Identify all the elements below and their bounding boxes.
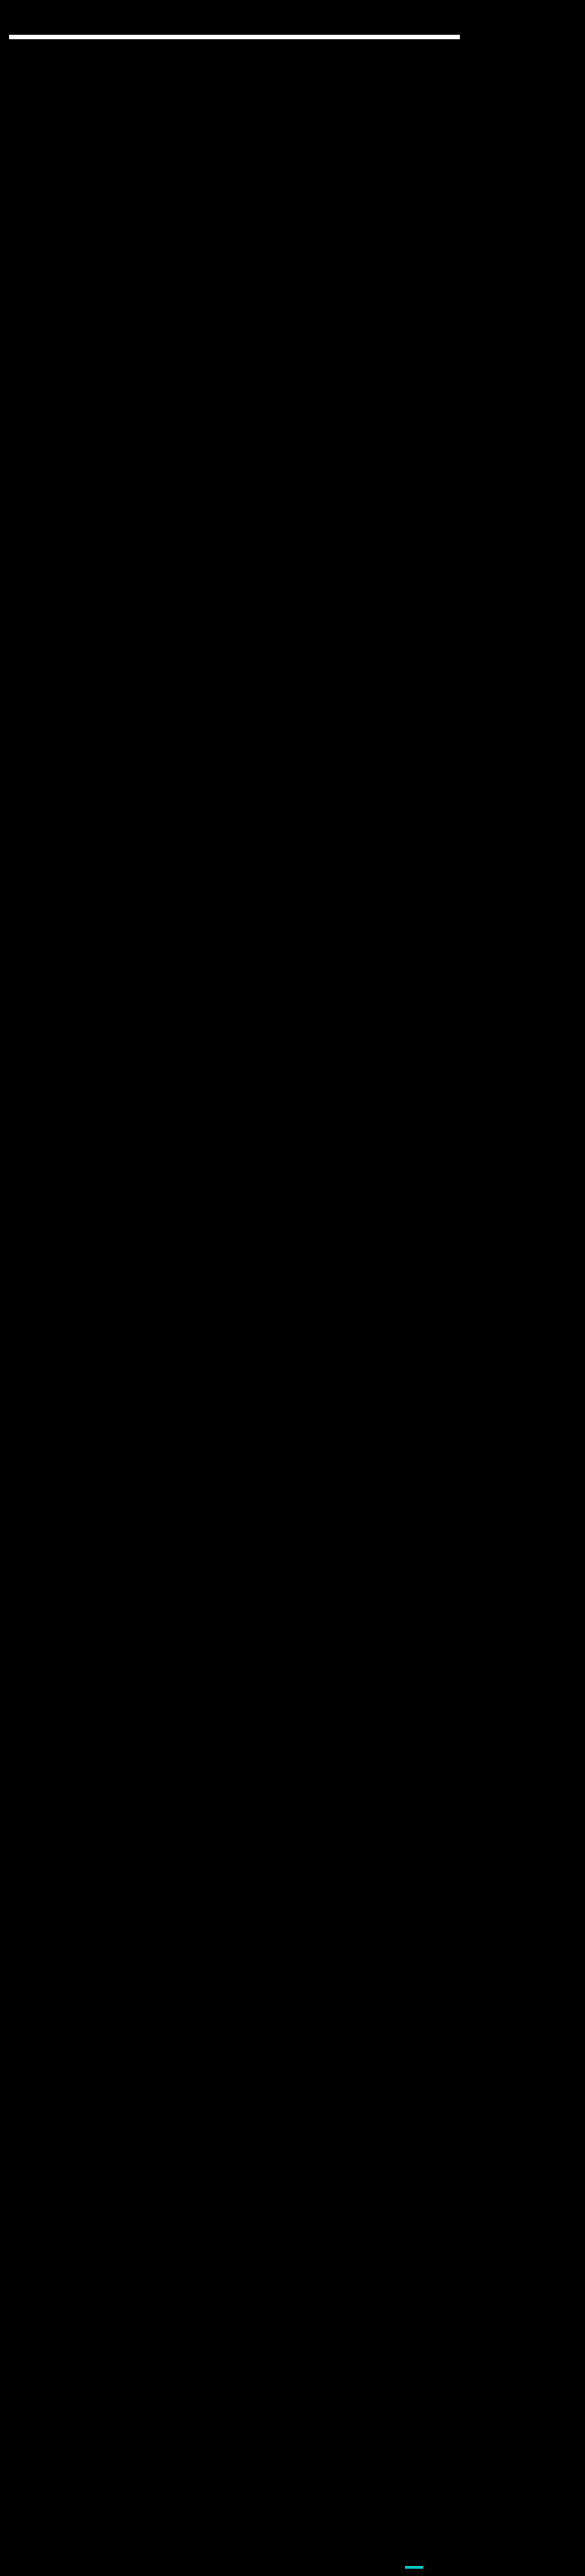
scale-50char-line (405, 2566, 423, 2569)
query-ruler (9, 35, 460, 39)
